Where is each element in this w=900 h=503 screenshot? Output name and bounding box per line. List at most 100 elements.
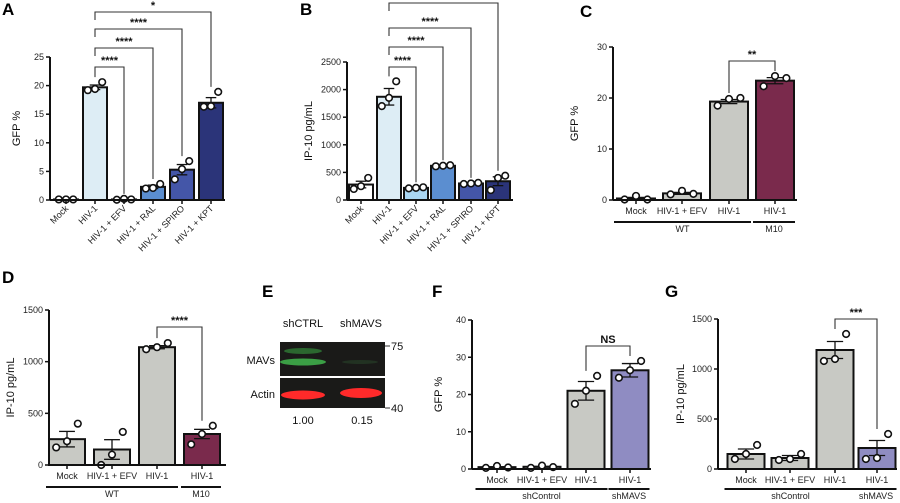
y-tick-label: 10 (597, 144, 607, 154)
group-label: shMAVS (859, 491, 893, 501)
data-point (197, 429, 207, 439)
category-label: Mock (486, 475, 508, 485)
y-axis-label: IP-10 pg/mL (675, 364, 687, 424)
data-point (481, 463, 491, 472)
data-point (411, 183, 421, 192)
y-tick-label: 0 (336, 195, 341, 205)
data-point (581, 386, 591, 395)
category-label: HIV-1 (718, 206, 741, 216)
y-tick-label: 1500 (692, 314, 712, 324)
category-label: HIV-1 (764, 206, 787, 216)
data-point (377, 102, 386, 111)
significance-bracket (728, 60, 776, 93)
significance-bracket (388, 27, 472, 178)
category-label: HIV-1 + EFV (517, 475, 567, 485)
data-point (214, 87, 223, 96)
significance-label: **** (115, 36, 133, 48)
significance-bracket (585, 345, 631, 371)
y-tick-label: 0 (602, 195, 607, 205)
y-tick-label: 1500 (321, 112, 341, 122)
category-label: HIV-1 (575, 475, 598, 485)
y-tick-label: 5 (39, 166, 44, 176)
western-blot-panel: E shCTRL shMAVS MAVs Actin 75 40 1.00 0.… (246, 282, 403, 427)
y-tick-label: 0 (39, 195, 44, 205)
data-point (666, 190, 675, 199)
data-point (431, 162, 440, 171)
data-point (493, 173, 503, 183)
significance-label: **** (130, 17, 148, 29)
significance-label: **** (407, 35, 425, 47)
data-point (349, 184, 358, 194)
significance-label: **** (101, 55, 119, 67)
y-tick-label: 30 (597, 42, 607, 52)
group-label: shControl (522, 491, 561, 501)
bar (709, 100, 749, 201)
y-tick-label: 15 (34, 109, 44, 119)
data-point (170, 175, 179, 184)
category-label: HIV-1 (191, 471, 214, 481)
chart-panel-d: D 0 500 1000 1500 IP-10 pg/mL Mock HIV-1 + EFV H… (2, 268, 226, 499)
group-label: WT (105, 489, 119, 499)
category-label: Mock (48, 203, 71, 226)
actin-band (340, 388, 382, 398)
data-point (741, 449, 751, 459)
bar (430, 164, 456, 201)
y-tick-label: 20 (456, 390, 466, 400)
data-point (459, 179, 468, 189)
data-point (438, 161, 448, 170)
bar (198, 101, 224, 201)
lane-label: shCTRL (283, 318, 323, 330)
data-point (384, 93, 394, 102)
data-point (724, 94, 734, 104)
data-point (770, 71, 780, 81)
y-tick-label: 0 (707, 464, 712, 474)
significance-bracket (94, 11, 212, 87)
data-point (364, 173, 373, 183)
category-label: HIV-1 (146, 471, 169, 481)
significance-bracket (156, 326, 203, 421)
quantification: 0.15 (351, 415, 372, 427)
mavs-band (284, 348, 322, 354)
category-label: HIV-1 (866, 475, 889, 485)
marker-label: 40 (391, 403, 403, 415)
data-point (142, 345, 151, 354)
category-label: HIV-1 (76, 203, 99, 226)
chart-panel-g: G 0 500 1000 1500 IP-10 pg/mL Mock HIV-1 + EFV H… (665, 282, 897, 501)
data-point (752, 440, 762, 450)
panel-label: E (262, 282, 273, 301)
data-point (177, 165, 187, 174)
significance-label: **** (421, 16, 439, 28)
data-point (206, 102, 216, 111)
mavs-band (280, 358, 326, 366)
y-axis-label: GFP % (11, 111, 23, 146)
chart-panel-b: B 0 500 1000 1500 2000 2500 IP-10 pg/mL Mock HIV-… (300, 0, 513, 253)
y-axis-label: GFP % (569, 106, 581, 141)
significance-label: **** (394, 55, 412, 67)
data-point (501, 171, 510, 180)
data-point (796, 449, 806, 459)
data-point (819, 356, 829, 366)
category-label: HIV-1 (619, 475, 642, 485)
category-label: Mock (56, 471, 78, 481)
category-label: HIV-1 + EFV (657, 206, 707, 216)
significance-bracket (94, 28, 183, 157)
y-tick-label: 1000 (23, 357, 43, 367)
data-point (107, 450, 117, 459)
panel-label: D (2, 268, 14, 287)
panel-label: G (665, 282, 678, 301)
data-point (636, 356, 646, 366)
bar (376, 95, 402, 201)
lane-label: shMAVS (340, 318, 382, 330)
data-point (187, 440, 196, 449)
y-tick-label: 0 (38, 460, 43, 470)
data-point (830, 354, 840, 364)
data-point (163, 338, 172, 348)
data-point (356, 182, 366, 191)
y-tick-label: 500 (697, 414, 712, 424)
data-point (570, 399, 580, 408)
group-label: M10 (765, 224, 783, 234)
chart-panel-f: F 0 10 20 30 40 GFP % Mock HIV-1 + EFV HIV-1 HIV-1… (432, 282, 651, 501)
y-axis-label: IP-10 pg/mL (5, 358, 17, 418)
data-point (83, 86, 92, 95)
significance-label: *** (850, 307, 864, 319)
